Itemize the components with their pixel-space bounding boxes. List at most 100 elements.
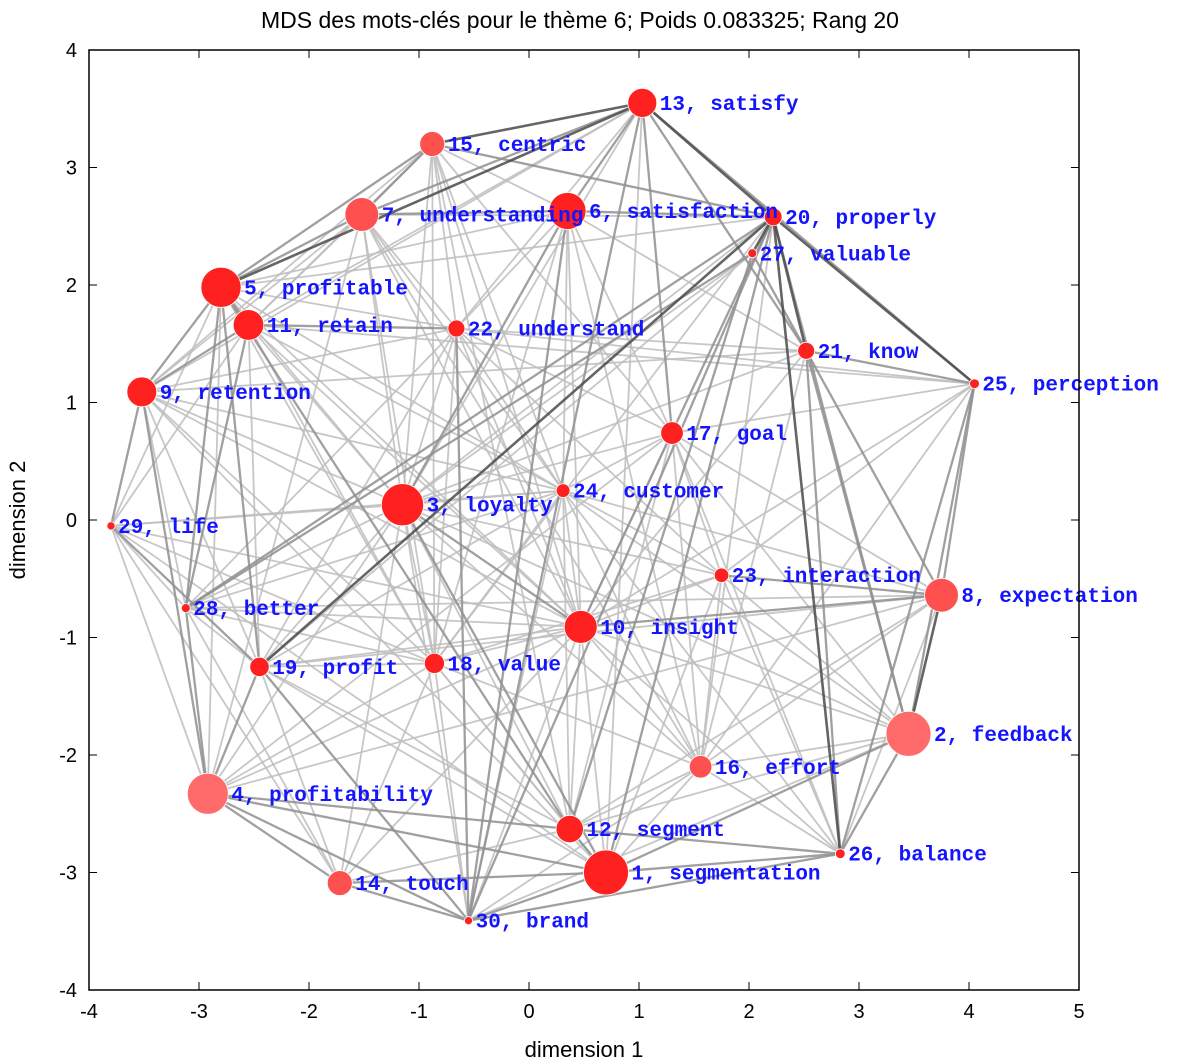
point-26	[834, 848, 846, 859]
x-tick-label: 1	[633, 1001, 644, 1023]
edge-15-24	[431, 143, 564, 491]
edge-14-4	[207, 792, 341, 885]
edge-11-22	[248, 323, 457, 330]
point-28	[180, 603, 191, 614]
point-label-14: 14, touch	[355, 874, 468, 897]
point-label-16: 16, effort	[715, 758, 841, 781]
edge-9-11	[141, 323, 250, 393]
edge-6-16	[566, 210, 702, 767]
edge-26-10	[580, 626, 841, 855]
edge-19-22	[258, 328, 458, 668]
edge-20-26	[771, 216, 842, 854]
edge-27-12	[568, 252, 754, 830]
y-tick-label: -3	[59, 863, 77, 885]
edge-28-11	[184, 324, 250, 609]
point-label-22: 22, understand	[468, 319, 644, 342]
edge-21-8	[805, 350, 943, 596]
point-8	[924, 577, 959, 613]
label-layer: 1, segmentation 2, feedback 3, loyalty 4, p…	[118, 94, 1159, 935]
y-tick-label: -1	[59, 628, 77, 650]
edge-3-18	[401, 504, 436, 664]
point-label-8: 8, expectation	[961, 586, 1137, 609]
edge-28-5	[184, 287, 223, 609]
x-tick-label: -3	[190, 1001, 208, 1023]
point-label-1: 1, segmentation	[632, 864, 821, 887]
edge-12-19	[259, 666, 571, 830]
edge-21-2	[805, 350, 910, 735]
point-22	[447, 319, 466, 338]
edge-24-10	[562, 490, 582, 628]
point-7	[344, 197, 380, 232]
point-20	[763, 207, 783, 227]
point-25	[969, 378, 980, 390]
edge-13-6	[566, 102, 644, 212]
edge-20-15	[431, 142, 774, 218]
edge-30-14	[339, 881, 469, 922]
point-23	[713, 567, 730, 583]
point-label-4: 4, profitability	[231, 785, 433, 808]
point-label-7: 7, understanding	[382, 206, 584, 229]
edge-23-16	[699, 575, 723, 767]
edge-2-10	[580, 626, 909, 735]
x-tick-label: -2	[300, 1001, 318, 1023]
edge-3-10	[401, 503, 582, 628]
edge-8-23	[721, 574, 942, 597]
edge-15-12	[431, 143, 571, 830]
edge-5-7	[220, 213, 363, 289]
edge-26-1	[605, 852, 841, 874]
y-tick-label: -4	[59, 980, 77, 1002]
edge-8-2	[907, 594, 943, 735]
point-label-15: 15, centric	[448, 135, 587, 158]
axis-ticks: -4 -3 -2 -1 0 1 2 3 4 5 -4 -3 -2 -1 0 1 2 3 4	[59, 40, 1084, 1023]
edge-5-6	[220, 210, 568, 289]
edge-29-10	[110, 524, 581, 628]
edge-10-23	[580, 574, 722, 628]
point-19	[249, 656, 270, 677]
edge-12-16	[569, 765, 701, 830]
edge-24-23	[562, 489, 722, 577]
edge-8-17	[671, 432, 942, 596]
edge-26-24	[562, 490, 842, 855]
point-label-23: 23, interaction	[732, 566, 921, 589]
edge-6-22	[455, 210, 569, 330]
edge-9-18	[141, 391, 436, 665]
edge-17-23	[671, 432, 723, 576]
edge-30-4	[207, 792, 470, 922]
edge-8-12	[569, 594, 942, 830]
edge-4-29	[110, 525, 209, 795]
edge-1-14	[339, 871, 607, 885]
edge-21-3	[402, 349, 807, 506]
edge-14-19	[258, 666, 341, 884]
edge-3-17	[402, 432, 673, 506]
edge-5-24	[220, 286, 564, 492]
edge-1-9	[141, 391, 607, 874]
edge-17-24	[562, 432, 673, 492]
edge-1-30	[468, 871, 607, 922]
edge-14-10	[339, 626, 582, 884]
point-label-29: 29, life	[118, 517, 219, 540]
edge-11-10	[247, 324, 582, 628]
point-5	[200, 266, 242, 308]
edge-8-24	[562, 489, 942, 597]
point-18	[423, 652, 445, 674]
chart-title: MDS des mots-clés pour le thème 6; Poids…	[261, 7, 899, 33]
edge-2-17	[671, 432, 910, 735]
edge-9-15	[141, 143, 433, 393]
edge-28-10	[185, 607, 581, 628]
point-layer	[106, 87, 980, 926]
point-14	[326, 870, 353, 896]
edge-9-24	[141, 391, 564, 492]
edge-13-20	[641, 101, 775, 218]
edge-3-24	[402, 489, 564, 506]
point-label-21: 21, know	[818, 342, 919, 365]
edge-9-3	[141, 391, 403, 506]
edge-29-19	[110, 525, 261, 668]
edge-11-3	[247, 324, 404, 506]
edge-25-16	[699, 383, 976, 768]
edge-6-24	[562, 210, 569, 491]
edge-22-10	[455, 328, 582, 628]
edge-20-30	[467, 216, 775, 922]
edge-13-30	[467, 102, 644, 921]
edge-20-6	[567, 209, 774, 218]
